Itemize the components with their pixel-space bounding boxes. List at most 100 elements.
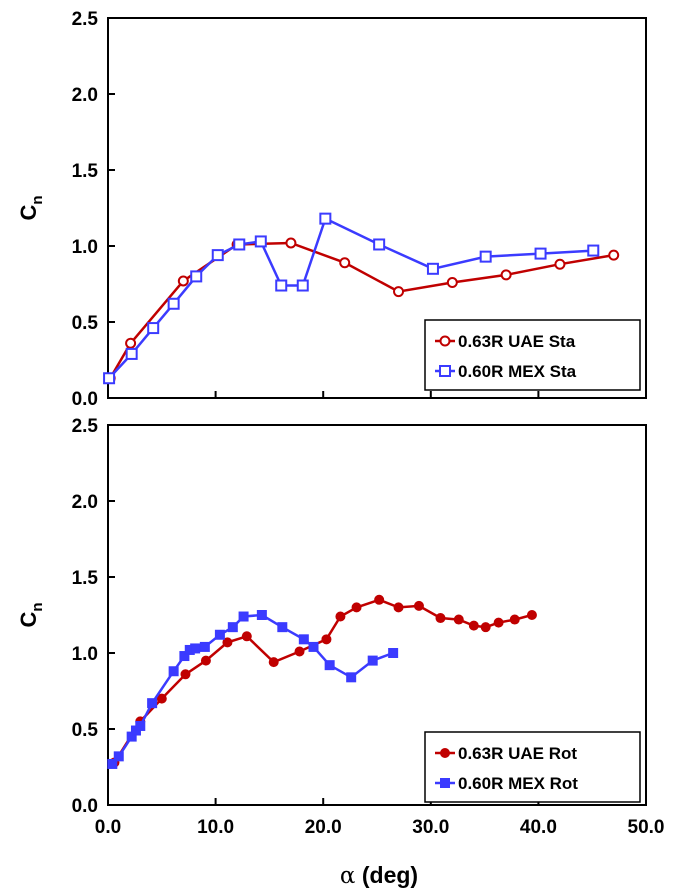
data-point	[335, 611, 346, 622]
x-axis-label-symbol: α	[340, 863, 356, 889]
y-tick-label: 1.5	[72, 568, 99, 589]
data-point	[190, 270, 203, 283]
data-point	[446, 276, 458, 288]
data-point	[238, 611, 249, 622]
series-1	[107, 610, 399, 769]
data-point	[233, 238, 246, 251]
data-point	[393, 602, 404, 613]
data-point	[468, 620, 479, 631]
legend-label: 0.60R MEX Sta	[458, 362, 577, 381]
data-point	[285, 237, 297, 249]
data-point	[479, 250, 492, 263]
top-panel: 0.0 0.5 1.0 1.5 2.0 2.5 Cn 0.63R UAE Sta 0.60R M…	[16, 9, 647, 410]
data-point	[256, 610, 267, 620]
data-point	[200, 655, 211, 666]
y-tick-label: 1.0	[72, 237, 98, 258]
legend-marker	[439, 335, 451, 347]
data-point	[179, 651, 190, 662]
series-1	[103, 212, 600, 385]
data-point	[277, 622, 288, 633]
y-tick-label: 2.0	[72, 492, 98, 513]
y-tick-label: 1.5	[72, 161, 99, 182]
data-point	[526, 610, 537, 620]
x-tick-labels: 0.0 10.0 20.0 30.0 40.0 50.0	[95, 817, 665, 838]
bottom-panel: 0.0 0.5 1.0 1.5 2.0 2.5 Cn 0.63R UAE Rot 0.60R M…	[16, 416, 647, 817]
legend-frame	[424, 319, 641, 391]
data-point	[319, 212, 332, 225]
data-point	[103, 372, 116, 385]
x-axis-label-unit: (deg)	[355, 862, 418, 888]
data-point	[324, 660, 335, 671]
x-tick-label: 20.0	[305, 817, 342, 838]
data-point	[294, 646, 305, 657]
plot-area-frame	[107, 17, 647, 399]
legend: 0.63R UAE Sta 0.60R MEX Sta	[424, 319, 641, 391]
data-point	[227, 622, 238, 633]
data-point	[453, 614, 464, 625]
legend-marker	[440, 778, 450, 788]
x-axis-label: α (deg)	[340, 862, 418, 889]
data-point	[321, 634, 332, 645]
data-point	[147, 322, 160, 335]
series-line	[113, 598, 533, 764]
legend-frame	[424, 731, 641, 803]
y-tick-label: 2.5	[72, 9, 99, 30]
data-point	[222, 637, 233, 648]
series-0	[109, 594, 537, 768]
data-point	[426, 262, 439, 275]
x-tick-label: 10.0	[197, 817, 234, 838]
y-axis-label: Cn	[16, 602, 46, 627]
data-point	[346, 672, 357, 683]
data-point	[275, 279, 288, 292]
data-point	[480, 622, 491, 633]
x-tick-label: 0.0	[95, 817, 121, 838]
data-point	[156, 693, 167, 704]
data-point	[190, 643, 201, 654]
data-point	[367, 655, 378, 666]
legend-marker	[440, 748, 450, 758]
data-point	[199, 641, 210, 652]
x-tick-label: 50.0	[628, 817, 665, 838]
data-point	[534, 247, 547, 260]
x-tick-label: 30.0	[412, 817, 449, 838]
data-point	[167, 297, 180, 310]
data-point	[413, 600, 424, 611]
legend-label: 0.63R UAE Rot	[458, 744, 577, 763]
data-point	[554, 258, 566, 270]
data-point	[113, 751, 124, 762]
data-point	[374, 594, 385, 605]
y-tick-label: 0.0	[72, 796, 98, 817]
data-point	[373, 238, 386, 251]
y-tick-label: 1.0	[72, 644, 98, 665]
y-tick-label: 0.0	[72, 389, 98, 410]
data-point	[168, 666, 179, 677]
data-point	[509, 614, 520, 625]
y-tick-label: 0.5	[72, 720, 99, 741]
data-point	[135, 720, 146, 731]
data-point	[298, 634, 309, 645]
data-point	[211, 249, 224, 262]
data-point	[180, 669, 191, 680]
data-point	[435, 613, 446, 624]
data-point	[268, 657, 279, 668]
data-point	[177, 275, 189, 287]
series-line	[111, 613, 394, 765]
y-axis-label-subscript: n	[29, 602, 46, 611]
y-axis-label-main: C	[16, 205, 41, 221]
data-point	[388, 648, 399, 658]
legend: 0.63R UAE Rot 0.60R MEX Rot	[424, 731, 641, 803]
plot-area-frame	[107, 424, 647, 806]
y-tick-label: 0.5	[72, 313, 99, 334]
data-point	[339, 257, 351, 269]
data-point	[493, 617, 504, 628]
data-point	[147, 698, 158, 709]
x-tick-label: 40.0	[520, 817, 557, 838]
data-point	[125, 337, 137, 349]
data-point	[107, 758, 118, 769]
y-axis-label: Cn	[16, 195, 46, 220]
data-point	[254, 235, 267, 248]
y-axis-label-main: C	[16, 612, 41, 628]
data-point	[125, 347, 138, 360]
data-point	[308, 641, 319, 652]
